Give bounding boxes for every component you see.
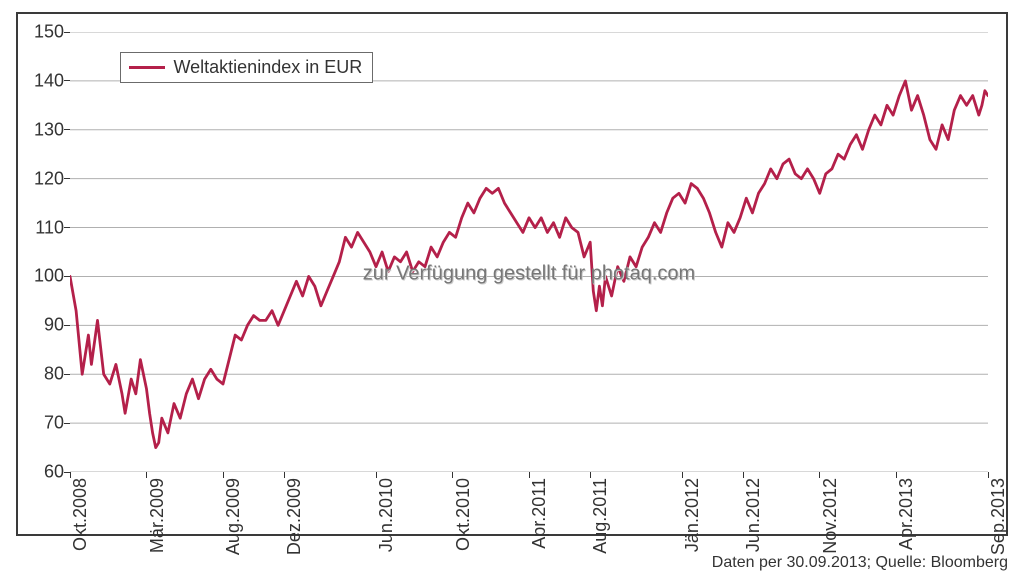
x-tick-label: Apr.2011 (529, 474, 550, 549)
y-tick-label: 140 (34, 70, 64, 91)
x-tick-label: Sep.2013 (988, 474, 1009, 555)
x-tick-label: Jun.2012 (743, 474, 764, 552)
plot-svg (70, 32, 988, 472)
y-tick-label: 90 (44, 315, 64, 336)
x-tick-label: Mär.2009 (147, 474, 168, 553)
x-tick-label: Jun.2010 (376, 474, 397, 552)
y-tick-label: 60 (44, 462, 64, 483)
y-tick-label: 120 (34, 168, 64, 189)
chart-figure: Weltaktienindex in EUR zur Verfügung ges… (0, 0, 1024, 586)
legend: Weltaktienindex in EUR (120, 52, 373, 83)
x-tick-label: Dez.2009 (284, 474, 305, 555)
source-caption: Daten per 30.09.2013; Quelle: Bloomberg (712, 554, 1008, 572)
gridlines (70, 32, 988, 472)
legend-label: Weltaktienindex in EUR (173, 57, 362, 78)
x-tick-label: Apr.2013 (896, 474, 917, 550)
legend-swatch (129, 66, 165, 69)
x-tick-label: Aug.2009 (223, 474, 244, 555)
y-tick-label: 80 (44, 364, 64, 385)
y-tick-label: 70 (44, 413, 64, 434)
y-tick-label: 100 (34, 266, 64, 287)
x-tick-label: Okt.2010 (453, 474, 474, 551)
x-tick-label: Nov.2012 (820, 474, 841, 554)
y-tick-label: 150 (34, 22, 64, 43)
x-tick-label: Okt.2008 (70, 474, 91, 551)
y-tick-label: 110 (35, 217, 64, 238)
x-tick-label: Jän.2012 (682, 474, 703, 552)
y-tick-label: 130 (34, 119, 64, 140)
line-series (70, 81, 988, 448)
x-tick-label: Aug.2011 (590, 474, 611, 554)
plot-area: Weltaktienindex in EUR zur Verfügung ges… (70, 32, 988, 472)
